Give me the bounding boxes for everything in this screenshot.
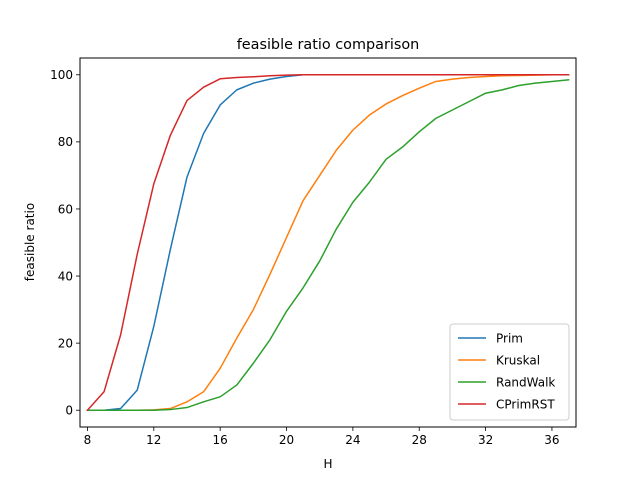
- y-tick-label: 80: [58, 135, 73, 149]
- y-ticks: 0 20 40 60 80 100: [50, 68, 80, 418]
- series-line-randwalk: [86, 78, 570, 411]
- x-ticks: 8 12 16 20 24 28 32 36: [84, 427, 560, 447]
- chart-title: feasible ratio comparison: [237, 37, 420, 53]
- legend-label-prim: Prim: [496, 331, 523, 345]
- x-tick-label: 24: [345, 433, 360, 447]
- legend-box: [449, 323, 570, 421]
- x-axis-label: H: [323, 457, 332, 471]
- plot-frame: [79, 57, 577, 428]
- y-tick-label: 60: [58, 202, 73, 216]
- x-tick-label: 36: [544, 433, 559, 447]
- x-tick-label: 20: [279, 433, 294, 447]
- legend-label-kruskal: Kruskal: [496, 353, 540, 367]
- legend: Prim Kruskal RandWalk CPrimRST: [449, 323, 570, 421]
- y-tick-label: 0: [65, 404, 73, 418]
- series-line-cprimrst: [86, 74, 570, 412]
- x-tick-label: 16: [213, 433, 228, 447]
- legend-label-cprimrst: CPrimRST: [496, 397, 555, 411]
- legend-label-randwalk: RandWalk: [496, 375, 555, 389]
- y-tick-label: 20: [58, 336, 73, 350]
- x-tick-label: 12: [146, 433, 161, 447]
- y-tick-label: 100: [50, 68, 73, 82]
- x-tick-label: 32: [478, 433, 493, 447]
- y-tick-label: 40: [58, 269, 73, 283]
- x-tick-label: 8: [84, 433, 92, 447]
- x-tick-label: 28: [412, 433, 427, 447]
- series-layer: [86, 74, 570, 412]
- series-line-kruskal: [86, 74, 570, 411]
- y-axis-label: feasible ratio: [23, 203, 37, 281]
